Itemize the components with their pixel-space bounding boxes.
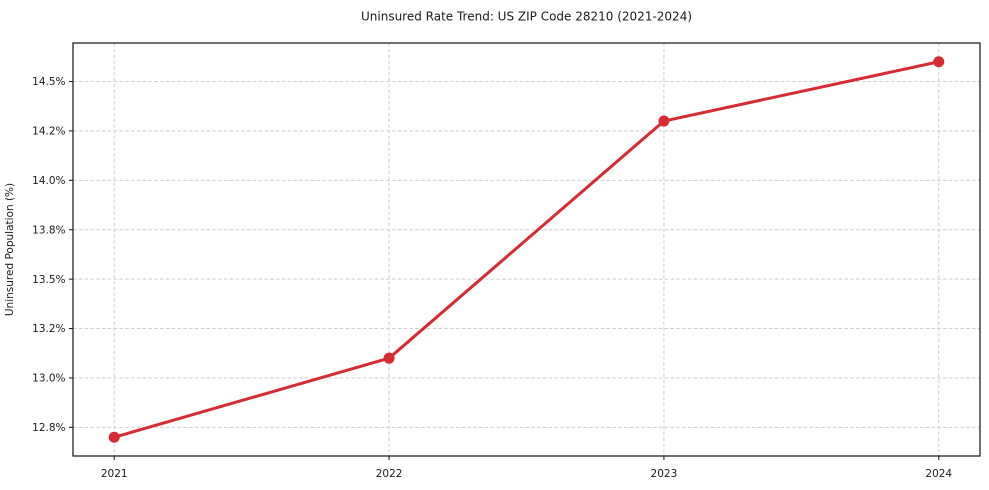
- y-tick-label: 13.8%: [32, 224, 65, 236]
- axis-layer: 12.8% 13.0% 13.2% 13.5% 13.8% 14.0% 14.2% 14.5%…: [32, 42, 981, 480]
- y-tick-label: 12.8%: [32, 422, 65, 434]
- y-tick-label: 13.5%: [32, 274, 65, 286]
- trend-line: [112, 60, 941, 439]
- data-point: [658, 115, 670, 127]
- axes-frame: [72, 42, 981, 457]
- chart-title: Uninsured Rate Trend: US ZIP Code 28210 …: [361, 10, 692, 24]
- x-tick-label: 2022: [376, 468, 403, 480]
- y-tick-label: 13.0%: [32, 373, 65, 385]
- x-tick-label: 2024: [925, 468, 952, 480]
- data-layer: [108, 56, 945, 443]
- y-tick-label: 14.2%: [32, 126, 65, 138]
- x-tick-label: 2021: [101, 468, 128, 480]
- y-tick-label: 14.0%: [32, 175, 65, 187]
- grid-layer: [73, 43, 980, 456]
- y-tick-label: 14.5%: [32, 76, 65, 88]
- x-tick-label: 2023: [651, 468, 678, 480]
- data-point: [108, 431, 120, 443]
- y-tick-label: 13.2%: [32, 323, 65, 335]
- y-axis-label: Uninsured Population (%): [4, 183, 16, 316]
- data-point: [383, 352, 395, 364]
- data-point: [933, 56, 945, 68]
